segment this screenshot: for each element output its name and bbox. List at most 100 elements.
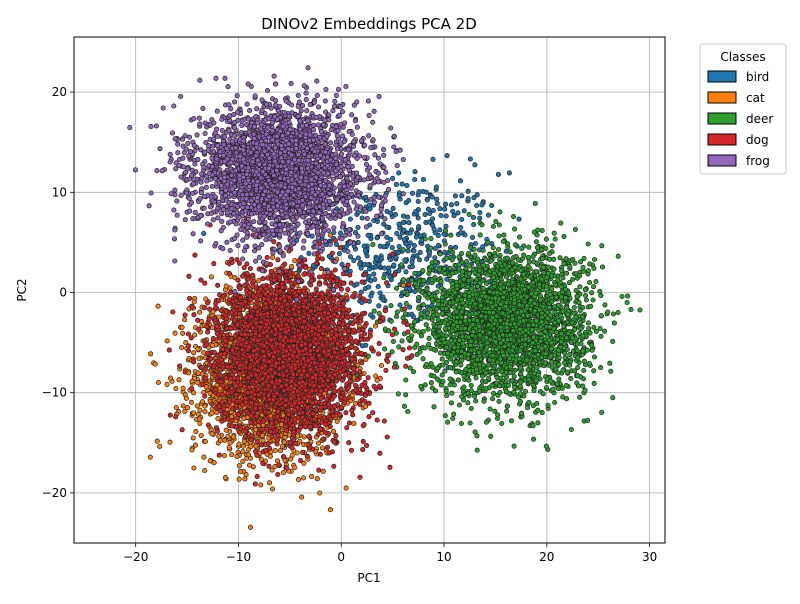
point-deer: [433, 389, 437, 393]
point-cat: [173, 331, 177, 335]
point-bird: [444, 224, 448, 228]
point-deer: [441, 363, 445, 367]
point-bird: [366, 233, 370, 237]
point-deer: [428, 246, 432, 250]
point-bird: [408, 287, 412, 291]
point-cat: [270, 487, 274, 491]
point-deer: [411, 370, 415, 374]
point-cat: [181, 331, 185, 335]
point-cat: [248, 525, 252, 529]
point-bird: [390, 246, 394, 250]
point-cat: [275, 459, 279, 463]
point-cat: [156, 380, 160, 384]
point-bird: [356, 256, 360, 260]
point-deer: [536, 408, 540, 412]
point-deer: [540, 228, 544, 232]
point-bird: [414, 210, 418, 214]
point-deer: [526, 255, 530, 259]
point-cat: [190, 379, 194, 383]
point-cat: [153, 362, 157, 366]
point-cat: [198, 421, 202, 425]
point-cat: [158, 444, 162, 448]
point-cat: [183, 318, 187, 322]
point-bird: [459, 231, 463, 235]
point-cat: [202, 455, 206, 459]
point-cat: [165, 382, 169, 386]
point-bird: [387, 269, 391, 273]
point-deer: [504, 409, 508, 413]
point-deer: [594, 279, 598, 283]
point-deer: [452, 412, 456, 416]
point-deer: [445, 420, 449, 424]
point-cat: [278, 448, 282, 452]
point-bird: [398, 226, 402, 230]
point-bird: [426, 207, 430, 211]
point-deer: [481, 248, 485, 252]
point-cat: [222, 453, 226, 457]
point-deer: [473, 253, 477, 257]
point-deer: [445, 393, 449, 397]
point-bird: [412, 249, 416, 253]
point-deer: [391, 339, 395, 343]
point-bird: [360, 216, 364, 220]
point-cat: [174, 386, 178, 390]
point-deer: [519, 411, 523, 415]
point-bird: [408, 241, 412, 245]
point-deer: [527, 260, 531, 264]
point-cat: [259, 457, 263, 461]
point-cat: [224, 284, 228, 288]
point-bird: [382, 266, 386, 270]
point-bird: [398, 303, 402, 307]
point-bird: [416, 199, 420, 203]
point-cat: [293, 259, 297, 263]
point-bird: [471, 215, 475, 219]
point-cat: [179, 345, 183, 349]
point-bird: [359, 290, 363, 294]
point-deer: [497, 234, 501, 238]
point-bird: [439, 213, 443, 217]
point-bird: [373, 277, 377, 281]
point-deer: [561, 368, 565, 372]
point-cat: [331, 429, 335, 433]
point-bird: [472, 196, 476, 200]
point-cat: [165, 339, 169, 343]
point-cat: [155, 439, 159, 443]
point-bird: [367, 285, 371, 289]
point-deer: [608, 361, 612, 365]
point-bird: [368, 313, 372, 317]
point-deer: [587, 361, 591, 365]
point-deer: [425, 287, 429, 291]
point-bird: [375, 236, 379, 240]
point-deer: [382, 347, 386, 351]
point-bird: [367, 274, 371, 278]
point-bird: [462, 209, 466, 213]
point-cat: [315, 477, 319, 481]
point-deer: [550, 360, 554, 364]
point-bird: [397, 193, 401, 197]
point-deer: [535, 233, 539, 237]
point-cat: [235, 454, 239, 458]
point-bird: [397, 244, 401, 248]
point-deer: [513, 243, 517, 247]
point-bird: [307, 251, 311, 255]
point-bird: [427, 250, 431, 254]
point-cat: [363, 404, 367, 408]
point-deer: [465, 259, 469, 263]
point-deer: [395, 310, 399, 314]
point-cat: [197, 356, 201, 360]
point-deer: [586, 326, 590, 330]
point-deer: [480, 223, 484, 227]
point-cat: [254, 444, 258, 448]
point-bird: [376, 284, 380, 288]
point-cat: [300, 495, 304, 499]
point-bird: [435, 202, 439, 206]
point-deer: [500, 421, 504, 425]
point-bird: [463, 233, 467, 237]
point-cat: [280, 444, 284, 448]
point-cat: [295, 451, 299, 455]
point-deer: [533, 201, 537, 205]
point-cat: [289, 264, 293, 268]
point-bird: [401, 220, 405, 224]
point-cat: [249, 444, 253, 448]
